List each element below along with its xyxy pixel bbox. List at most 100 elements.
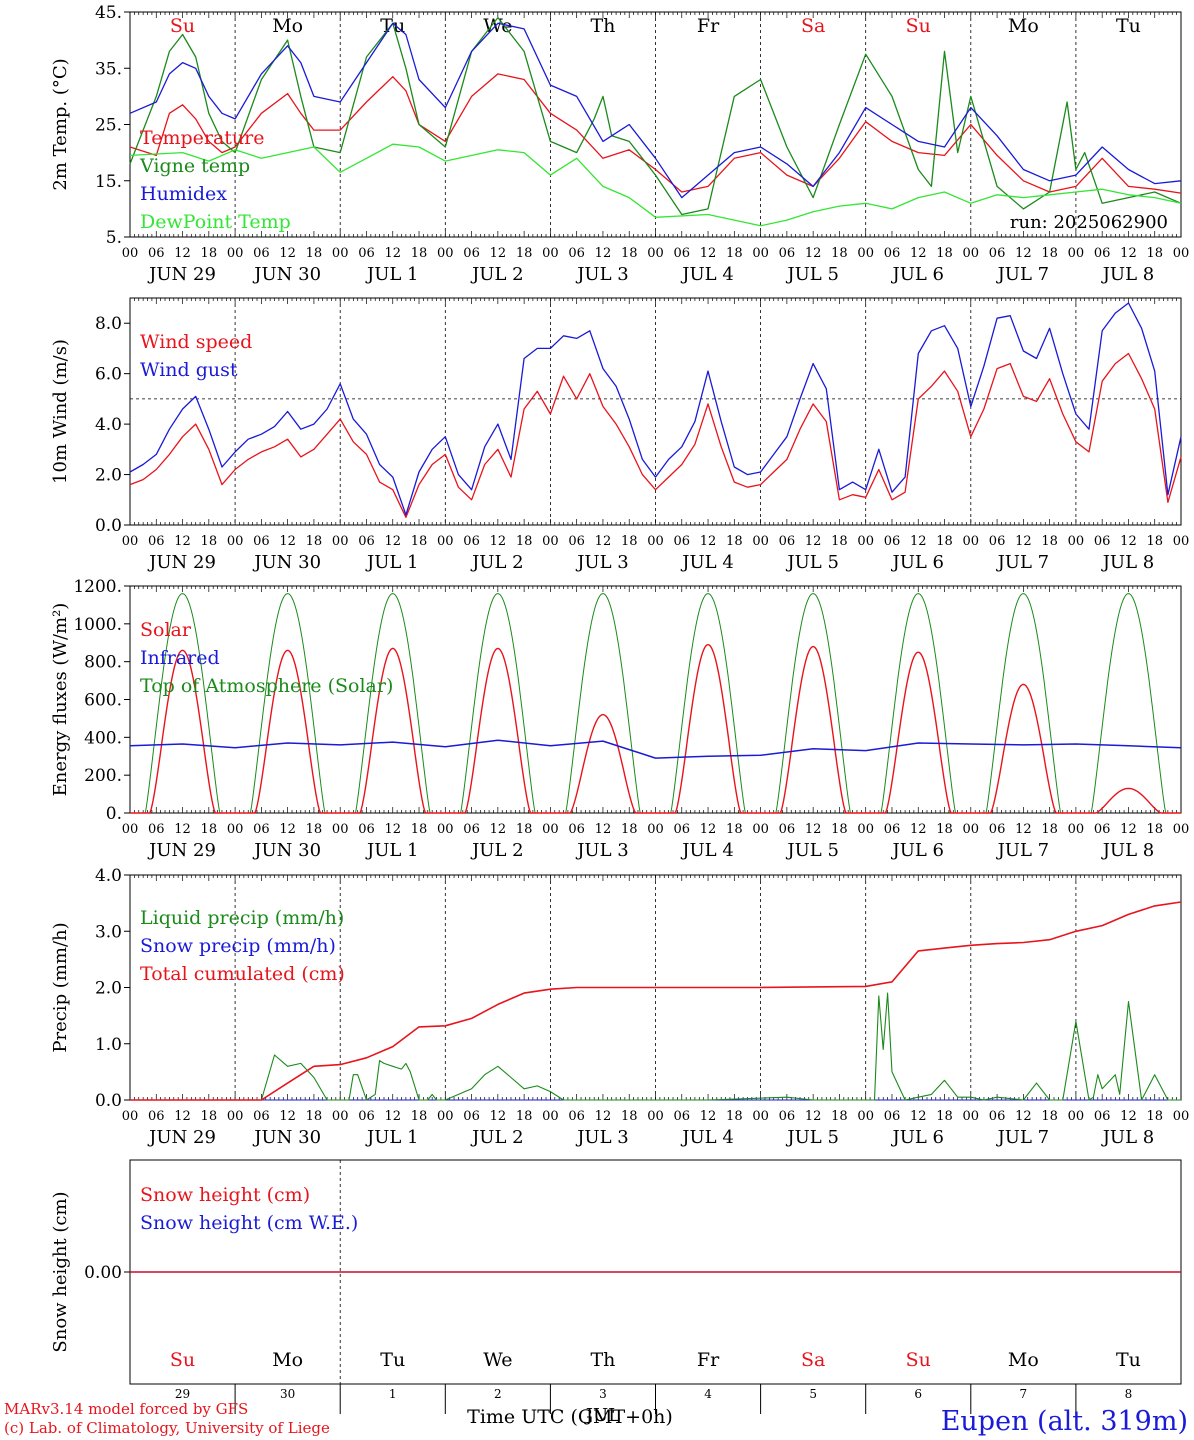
precip-hour-label: 12 [174, 1109, 191, 1124]
temp-hour-label: 12 [700, 246, 717, 261]
temp-hour-label: 18 [306, 246, 323, 261]
precip-hour-label: 00 [437, 1109, 454, 1124]
snow-legend-1: Snow height (cm) [140, 1184, 310, 1206]
temp-y-tick-label: 5. [106, 228, 122, 248]
precip-hour-label: 18 [831, 1109, 848, 1124]
wind-hour-label: 18 [306, 534, 323, 549]
precip-hour-label: 18 [936, 1109, 953, 1124]
energy-date-label: JUN 29 [147, 840, 216, 861]
temp-legend-3: Humidex [140, 183, 227, 205]
energy-hour-label: 12 [595, 822, 612, 837]
temp-hour-label: 06 [358, 246, 375, 261]
energy-frame [129, 585, 1182, 814]
precip-legend-2: Snow precip (mm/h) [140, 935, 336, 957]
wind-hour-label: 18 [201, 534, 218, 549]
energy-y-tick-label: 1000. [73, 615, 122, 635]
footer: MARv3.14 model forced by GFS(c) Lab. of … [4, 1400, 1188, 1437]
temp-hour-label: 00 [1068, 246, 1085, 261]
energy-hour-label: 06 [148, 822, 165, 837]
temp-hour-label: 18 [411, 246, 428, 261]
precip-hour-label: 06 [1094, 1109, 1111, 1124]
bottom-day-number: 8 [1125, 1387, 1133, 1401]
energy-hour-label: 18 [831, 822, 848, 837]
energy-hour-label: 00 [227, 822, 244, 837]
energy-date-label: JUL 5 [785, 840, 839, 861]
energy-date-label: JUL 1 [365, 840, 419, 861]
wind-y-axis-label: 10m Wind (m/s) [50, 339, 71, 484]
wind-chart: 0.0 2.0 4.0 6.0 8.0 10m Wind (m/s) Wind speed W… [50, 297, 1190, 573]
temp-y-axis-label: 2m Temp. (°C) [50, 58, 71, 190]
snow-chart: 0.00 Snow height (cm) Snow height (cm) Snow… [50, 1159, 1182, 1428]
energy-y-tick-label: 400. [84, 728, 122, 748]
wind-date-label: JUL 1 [365, 552, 419, 573]
wind-hour-label: 00 [122, 534, 139, 549]
energy-hour-label: 18 [201, 822, 218, 837]
wind-hour-label: 12 [910, 534, 927, 549]
energy-legend-3: Top of Atmosphere (Solar) [140, 675, 393, 697]
energy-toa-series [130, 593, 1181, 814]
temp-day-label: Tu [1116, 15, 1141, 37]
energy-y-tick-label: 600. [84, 691, 122, 711]
precip-hour-label: 18 [516, 1109, 533, 1124]
precip-hour-label: 12 [1015, 1109, 1032, 1124]
temp-day-label: Sa [801, 15, 825, 37]
temp-hour-label: 06 [1094, 246, 1111, 261]
temp-date-label: JUL 1 [365, 264, 419, 285]
energy-hour-label: 00 [1173, 822, 1190, 837]
energy-y-tick-label: 1200. [73, 577, 122, 597]
bottom-day-number: 29 [175, 1387, 190, 1401]
bottom-day-label: Su [170, 1349, 195, 1371]
precip-date-label: JUL 2 [470, 1127, 524, 1148]
precip-x-ticks [129, 875, 1182, 1100]
energy-hour-label: 06 [568, 822, 585, 837]
snow-y-tick-label: 0.00 [84, 1263, 122, 1283]
temp-hour-label: 18 [516, 246, 533, 261]
energy-y-tick-label: 0. [106, 804, 122, 824]
run-annotation: run: 2025062900 [1010, 212, 1168, 233]
temp-hour-label: 12 [384, 246, 401, 261]
wind-hour-label: 06 [568, 534, 585, 549]
wind-date-label: JUN 30 [252, 552, 321, 573]
wind-hour-label: 00 [1173, 534, 1190, 549]
temp-hour-label: 00 [437, 246, 454, 261]
temp-hour-label: 06 [148, 246, 165, 261]
energy-hour-label: 06 [989, 822, 1006, 837]
energy-hour-label: 12 [490, 822, 507, 837]
location-label: Eupen (alt. 319m) [941, 1406, 1188, 1437]
wind-hour-label: 12 [490, 534, 507, 549]
wind-hour-label: 18 [1146, 534, 1163, 549]
precip-hour-label: 18 [201, 1109, 218, 1124]
wind-date-label: JUL 5 [785, 552, 839, 573]
energy-date-label: JUL 4 [680, 840, 734, 861]
precip-y-tick-label: 1.0 [95, 1035, 122, 1055]
precip-hour-label: 06 [463, 1109, 480, 1124]
temp-hour-label: 12 [174, 246, 191, 261]
energy-y-axis-label: Energy fluxes (W/m²) [50, 603, 71, 797]
energy-hour-label: 18 [1041, 822, 1058, 837]
precip-hour-label: 06 [148, 1109, 165, 1124]
temp-hour-label: 06 [884, 246, 901, 261]
energy-hour-label: 18 [411, 822, 428, 837]
wind-hour-label: 06 [253, 534, 270, 549]
precip-legend-3: Total cumulated (cm) [140, 963, 345, 985]
energy-hour-label: 18 [306, 822, 323, 837]
temp-y-tick-label: 35. [95, 59, 122, 79]
bottom-day-number: 6 [914, 1387, 922, 1401]
snow-y-axis-label: Snow height (cm) [50, 1191, 71, 1352]
wind-hour-label: 12 [595, 534, 612, 549]
energy-date-label: JUL 8 [1101, 840, 1155, 861]
precip-hour-label: 18 [726, 1109, 743, 1124]
temp-date-label: JUL 6 [890, 264, 944, 285]
temp-hour-label: 18 [201, 246, 218, 261]
temp-y-tick-label: 15. [95, 172, 122, 192]
precip-hour-label: 12 [805, 1109, 822, 1124]
bottom-day-number: 2 [494, 1387, 502, 1401]
wind-hour-label: 00 [963, 534, 980, 549]
wind-date-label: JUN 29 [147, 552, 216, 573]
temp-hour-label: 00 [647, 246, 664, 261]
temp-y-tick-label: 25. [95, 116, 122, 136]
precip-hour-label: 00 [332, 1109, 349, 1124]
energy-hour-label: 06 [884, 822, 901, 837]
energy-hour-label: 06 [463, 822, 480, 837]
